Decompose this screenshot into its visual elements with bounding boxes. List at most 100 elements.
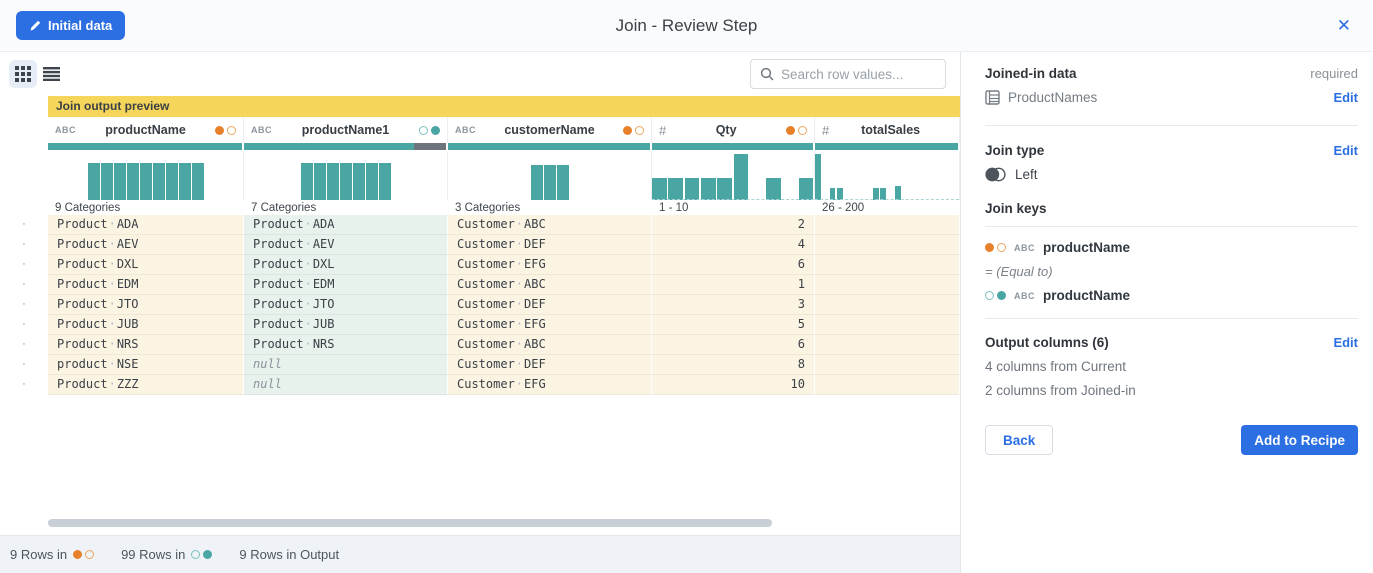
row-marker[interactable]: · xyxy=(22,258,26,270)
edit-joined-in-data-link[interactable]: Edit xyxy=(1333,90,1358,105)
histogram-bar xyxy=(894,186,901,200)
cell-totalSales xyxy=(815,315,960,335)
cell-totalSales xyxy=(815,375,960,395)
preview-pane: Join output preview ABC productName ABC pro… xyxy=(0,52,961,573)
histogram-bar xyxy=(543,165,556,200)
joined-in-data-title: Joined-in data xyxy=(985,66,1077,81)
row-marker[interactable]: · xyxy=(22,338,26,350)
dot-icon xyxy=(786,125,795,135)
row-marker[interactable]: · xyxy=(22,378,26,390)
cell-customerName: Customer·EFG xyxy=(448,255,652,275)
row-marker-gutter: · · · · · · · · · xyxy=(0,215,48,395)
quality-bar-customerName xyxy=(448,143,652,150)
list-view-button[interactable] xyxy=(37,60,65,88)
space-dot: · xyxy=(515,357,524,371)
histogram-customerName xyxy=(448,152,652,200)
row-marker[interactable]: · xyxy=(22,238,26,250)
space-dot: · xyxy=(304,237,312,251)
histogram-bar xyxy=(165,163,178,200)
edit-join-type-link[interactable]: Edit xyxy=(1333,143,1358,158)
range-label-productName: 9 Categories xyxy=(55,201,121,214)
join-key-current: ABC productName xyxy=(985,240,1358,255)
space-dot: · xyxy=(304,337,312,351)
add-to-recipe-button[interactable]: Add to Recipe xyxy=(1241,425,1358,455)
space-dot: · xyxy=(515,277,524,291)
search-input[interactable] xyxy=(781,66,958,82)
histogram-bar xyxy=(733,154,749,200)
histogram-bar xyxy=(300,163,313,200)
cell-totalSales xyxy=(815,215,960,235)
space-dot: · xyxy=(108,277,116,291)
joined-columns-count: 2 columns from Joined-in xyxy=(985,383,1136,398)
abc-type-icon: ABC xyxy=(1014,242,1035,253)
column-header-productName[interactable]: ABC productName xyxy=(48,117,244,143)
edit-output-columns-link[interactable]: Edit xyxy=(1333,335,1358,350)
histogram-bar xyxy=(152,163,165,200)
histogram-bar xyxy=(313,163,326,200)
cell-qty: 1 xyxy=(652,275,815,295)
cell-totalSales xyxy=(815,355,960,375)
row-marker[interactable]: · xyxy=(22,358,26,370)
column-header-customerName[interactable]: ABC customerName xyxy=(448,117,652,143)
search-icon xyxy=(760,67,774,81)
space-dot: · xyxy=(304,317,312,331)
cell-customerName: Customer·ABC xyxy=(448,215,652,235)
space-dot: · xyxy=(515,257,524,271)
space-dot: · xyxy=(108,217,116,231)
list-view-icon xyxy=(42,67,60,81)
quality-valid-segment xyxy=(244,143,414,150)
back-button[interactable]: Back xyxy=(985,425,1054,455)
current-source-dots-icon xyxy=(786,125,807,135)
cell-qty: 2 xyxy=(652,215,815,235)
table-row: Product·EDM Product·EDM Customer·ABC 1 xyxy=(48,275,960,295)
horizontal-scrollbar[interactable] xyxy=(48,519,772,527)
output-columns-title: Output columns (6) xyxy=(985,335,1109,350)
histogram-bar xyxy=(766,178,781,200)
close-icon[interactable]: ✕ xyxy=(1336,16,1351,35)
search-row-values[interactable] xyxy=(750,59,958,89)
histogram-bar xyxy=(873,188,879,200)
space-dot: · xyxy=(515,317,524,331)
cell-productName: Product·JTO xyxy=(48,295,244,315)
table-row: Product·ZZZ null Customer·EFG 10 xyxy=(48,375,960,395)
range-label-row: 9 Categories 7 Categories 3 Categories 1 - … xyxy=(48,200,960,215)
column-header-totalSales[interactable]: # totalSales xyxy=(815,117,960,143)
row-marker[interactable]: · xyxy=(22,298,26,310)
space-dot: · xyxy=(304,297,312,311)
preview-toolbar xyxy=(0,52,960,96)
column-header-qty[interactable]: # Qty xyxy=(652,117,815,143)
space-dot: · xyxy=(515,337,524,351)
cell-productName1: null xyxy=(244,355,448,375)
initial-data-button[interactable]: Initial data xyxy=(16,11,126,40)
status-item: 9 Rows in Output xyxy=(239,547,339,562)
space-dot: · xyxy=(515,377,524,391)
quality-bar-totalSales xyxy=(815,143,960,150)
page-title: Join - Review Step xyxy=(615,15,758,35)
join-output-preview-banner: Join output preview xyxy=(48,96,960,117)
status-item: 99 Rows in xyxy=(121,547,213,562)
table-row: Product·DXL Product·DXL Customer·EFG 6 xyxy=(48,255,960,275)
row-marker[interactable]: · xyxy=(22,318,26,330)
histogram-totalSales xyxy=(815,152,960,200)
cell-totalSales xyxy=(815,275,960,295)
row-marker[interactable]: · xyxy=(22,218,26,230)
grid-view-button[interactable] xyxy=(9,60,37,88)
current-source-dots-icon xyxy=(985,243,1006,252)
histogram-productName xyxy=(48,152,244,200)
histogram-bar xyxy=(178,163,191,200)
dot-icon xyxy=(798,125,807,135)
column-header-productName1[interactable]: ABC productName1 xyxy=(244,117,448,143)
column-type-icon: ABC xyxy=(251,125,272,135)
row-marker[interactable]: · xyxy=(22,278,26,290)
range-label-productName1: 7 Categories xyxy=(251,201,317,214)
cell-productName: Product·EDM xyxy=(48,275,244,295)
histogram-bar xyxy=(798,178,814,200)
cell-productName: Product·AEV xyxy=(48,235,244,255)
table-row: Product·ADA Product·ADA Customer·ABC 2 xyxy=(48,215,960,235)
cell-qty: 10 xyxy=(652,375,815,395)
column-header-row: ABC productName ABC productName1 ABC customer… xyxy=(48,117,960,143)
cell-productName1: Product·ADA xyxy=(244,215,448,235)
cell-customerName: Customer·DEF xyxy=(448,295,652,315)
histogram-bar xyxy=(326,163,339,200)
histogram-bar xyxy=(717,178,732,200)
